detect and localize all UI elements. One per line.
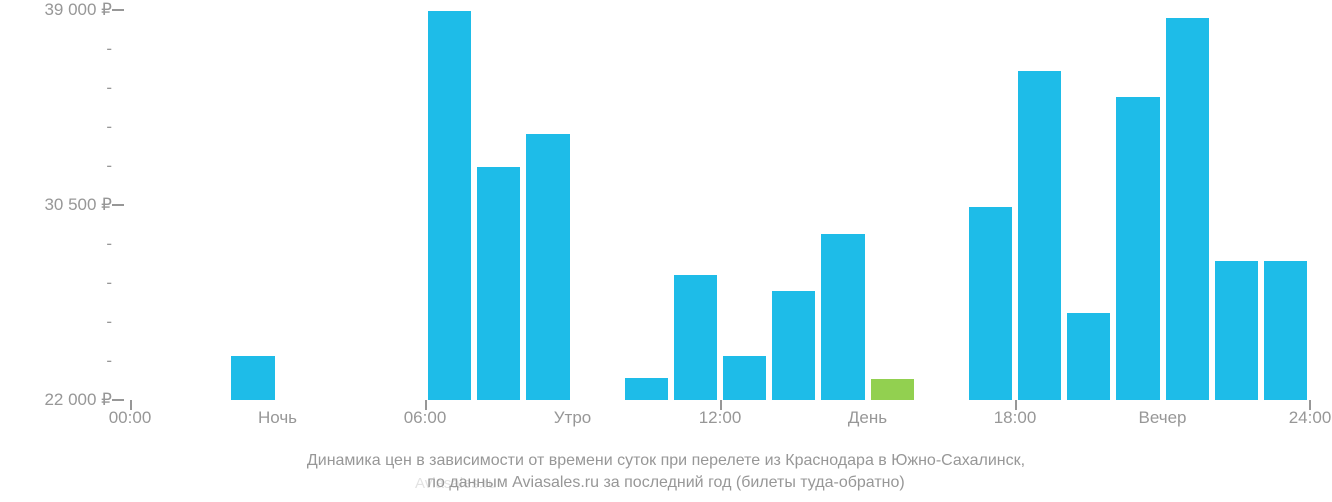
price-bar bbox=[772, 291, 815, 400]
price-bar bbox=[969, 207, 1012, 400]
price-bar bbox=[625, 378, 668, 400]
price-bar bbox=[1215, 261, 1258, 400]
hour-slot bbox=[868, 10, 917, 400]
price-bar bbox=[231, 356, 274, 400]
price-bar bbox=[821, 234, 864, 400]
hour-slot bbox=[130, 10, 179, 400]
price-bar bbox=[674, 275, 717, 400]
hour-slot bbox=[1113, 10, 1162, 400]
x-period-label: День bbox=[848, 408, 887, 428]
hour-slot bbox=[966, 10, 1015, 400]
plot-area bbox=[130, 10, 1310, 400]
price-bar bbox=[1018, 71, 1061, 400]
price-bar bbox=[526, 134, 569, 400]
hour-slot bbox=[523, 10, 572, 400]
price-bar bbox=[477, 167, 520, 400]
y-minor-tick: - bbox=[106, 273, 112, 293]
hour-slot bbox=[228, 10, 277, 400]
y-tick-label: 22 000 ₽ bbox=[44, 390, 112, 410]
y-minor-tick: - bbox=[106, 39, 112, 59]
hour-slot bbox=[671, 10, 720, 400]
chart-caption-line2: по данным Aviasales.ru за последний год … bbox=[0, 474, 1332, 492]
hour-slot bbox=[622, 10, 671, 400]
hour-slot bbox=[720, 10, 769, 400]
y-minor-tick: - bbox=[106, 78, 112, 98]
y-minor-tick: - bbox=[106, 351, 112, 371]
price-bar bbox=[871, 379, 914, 400]
hour-slot bbox=[1015, 10, 1064, 400]
x-hour-label: 24:00 bbox=[1289, 408, 1332, 428]
price-bar bbox=[1116, 97, 1159, 400]
x-period-label: Ночь bbox=[258, 408, 297, 428]
x-period-label: Вечер bbox=[1139, 408, 1187, 428]
price-by-hour-chart: 22 000 ₽ 30 500 ₽ 39 000 ₽ - - - - - - - - 00:00 06… bbox=[0, 0, 1332, 502]
y-minor-tick: - bbox=[106, 234, 112, 254]
hour-slot bbox=[425, 10, 474, 400]
hour-slot bbox=[1212, 10, 1261, 400]
y-axis: 22 000 ₽30 500 ₽39 000 ₽-------- bbox=[0, 0, 120, 400]
price-bar bbox=[723, 356, 766, 400]
y-minor-tick: - bbox=[106, 312, 112, 332]
y-minor-tick: - bbox=[106, 117, 112, 137]
hour-slot bbox=[179, 10, 228, 400]
hour-slot bbox=[474, 10, 523, 400]
chart-caption-line1: Динамика цен в зависимости от времени су… bbox=[0, 452, 1332, 470]
bars-container bbox=[130, 10, 1310, 400]
price-bar bbox=[1067, 313, 1110, 400]
y-tick-label: 30 500 ₽ bbox=[44, 195, 112, 215]
y-tick-label: 39 000 ₽ bbox=[44, 0, 112, 20]
x-hour-label: 06:00 bbox=[404, 408, 447, 428]
x-hour-label: 12:00 bbox=[699, 408, 742, 428]
price-bar bbox=[1166, 18, 1209, 400]
hour-slot bbox=[376, 10, 425, 400]
y-minor-tick: - bbox=[106, 156, 112, 176]
hour-slot bbox=[1064, 10, 1113, 400]
watermark: Aviasales.ru bbox=[415, 475, 496, 492]
x-hour-label: 18:00 bbox=[994, 408, 1037, 428]
hour-slot bbox=[327, 10, 376, 400]
x-hour-label: 00:00 bbox=[109, 408, 152, 428]
hour-slot bbox=[278, 10, 327, 400]
hour-slot bbox=[1261, 10, 1310, 400]
price-bar bbox=[1264, 261, 1307, 400]
hour-slot bbox=[917, 10, 966, 400]
hour-slot bbox=[573, 10, 622, 400]
hour-slot bbox=[1163, 10, 1212, 400]
hour-slot bbox=[818, 10, 867, 400]
hour-slot bbox=[769, 10, 818, 400]
x-axis: 00:0006:0012:0018:0024:00НочьУтроДеньВеч… bbox=[130, 404, 1310, 434]
x-period-label: Утро bbox=[554, 408, 592, 428]
price-bar bbox=[428, 11, 471, 400]
